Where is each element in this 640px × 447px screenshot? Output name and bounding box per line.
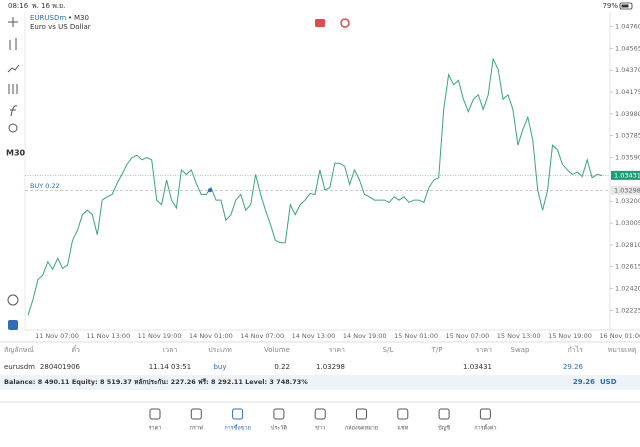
- indicators-tool[interactable]: [7, 64, 20, 73]
- entry-marker: [208, 188, 212, 193]
- nav-label[interactable]: ประวัติ: [271, 425, 287, 432]
- nav-icon[interactable]: [397, 408, 409, 420]
- nav-icon[interactable]: [438, 408, 450, 420]
- time: 08:16: [8, 2, 29, 10]
- column-header[interactable]: Volume: [264, 346, 290, 354]
- objects-tool[interactable]: [8, 123, 18, 133]
- column-header[interactable]: ราคา: [329, 346, 345, 354]
- open-tag: [611, 185, 640, 195]
- y-tick-label: 1.04370: [615, 66, 640, 74]
- x-tick-label: 14 Nov 07:00: [240, 332, 284, 340]
- nav-label[interactable]: ข่าว: [315, 426, 325, 432]
- nav-label[interactable]: บัญชี: [438, 425, 450, 432]
- column-header[interactable]: T/P: [431, 346, 443, 354]
- y-tick-label: 1.02810: [615, 241, 640, 249]
- column-header[interactable]: S/L: [383, 346, 394, 354]
- column-header[interactable]: กำไร: [568, 345, 584, 354]
- timeframe-button[interactable]: M30: [6, 149, 26, 158]
- nav-icon[interactable]: [232, 408, 244, 420]
- column-header[interactable]: สัญลักษณ์: [4, 346, 34, 354]
- nav-label[interactable]: ราคา: [149, 426, 162, 432]
- battery: 79%: [602, 2, 618, 10]
- nav-label[interactable]: แชท: [397, 425, 408, 432]
- cell: eurusdm: [4, 363, 35, 371]
- column-header[interactable]: ราคา: [476, 346, 492, 354]
- x-tick-label: 15 Nov 13:00: [497, 332, 541, 340]
- y-tick-label: 1.02225: [615, 306, 640, 314]
- x-tick-label: 11 Nov 13:00: [86, 332, 130, 340]
- nav-label[interactable]: กล่องจดหมาย: [345, 426, 378, 432]
- y-tick-label: 1.04760: [615, 23, 640, 31]
- app-icon[interactable]: [8, 320, 18, 330]
- nav-icon[interactable]: [149, 408, 161, 420]
- y-tick-label: 1.02420: [615, 285, 640, 293]
- buy-label: BUY 0.22: [30, 182, 60, 190]
- summary: Balance: 8 490.11 Equity: 8 519.37 หลักป…: [4, 378, 308, 386]
- nav-icon[interactable]: [356, 408, 367, 420]
- cell: 280401906: [40, 363, 81, 371]
- cell: 1.03298: [316, 363, 345, 371]
- summary-bg: [0, 375, 640, 390]
- x-tick-label: 16 Nov 01:00: [599, 332, 640, 340]
- x-tick-label: 15 Nov 19:00: [548, 332, 592, 340]
- column-header[interactable]: ประเภท: [208, 346, 232, 354]
- y-tick-label: 1.03590: [615, 154, 640, 162]
- nav-icon[interactable]: [479, 408, 491, 420]
- cell: 11.14 03:51: [149, 363, 191, 371]
- sell-button[interactable]: [315, 19, 325, 27]
- toolbar[interactable]: [7, 17, 20, 306]
- y-tick-label: 1.03005: [615, 219, 640, 227]
- total-profit: 29.26: [573, 378, 595, 386]
- x-tick-label: 14 Nov 19:00: [343, 332, 387, 340]
- x-tick-label: 14 Nov 01:00: [189, 332, 233, 340]
- nav-label[interactable]: การตั้งค่า: [474, 424, 496, 432]
- nav-icon[interactable]: [190, 408, 202, 420]
- cell: 0.22: [274, 363, 290, 371]
- bid-tag-label: 1.03431: [614, 171, 640, 179]
- battery-icon: [619, 2, 633, 10]
- cell: 29.26: [563, 363, 584, 371]
- currency: USD: [600, 378, 617, 386]
- date: พ. 16 พ.ย.: [32, 2, 65, 10]
- settings-tool[interactable]: [8, 84, 18, 94]
- function-tool[interactable]: [10, 105, 18, 117]
- nav-label[interactable]: การซื้อขาย: [224, 424, 250, 432]
- symbol: EURUSDm: [30, 14, 66, 22]
- nav-icon[interactable]: [273, 408, 285, 420]
- column-header[interactable]: เวลา: [163, 346, 178, 354]
- crosshair-tool[interactable]: [8, 17, 18, 27]
- x-tick-label: 11 Nov 19:00: [138, 332, 182, 340]
- x-tick-label: 15 Nov 01:00: [394, 332, 438, 340]
- nav-icon[interactable]: [314, 408, 326, 420]
- column-header[interactable]: หมายเหตุ: [608, 346, 637, 354]
- nav-label[interactable]: กราฟ: [190, 425, 203, 432]
- price-line: [27, 57, 603, 316]
- column-header[interactable]: Swap: [511, 346, 530, 354]
- cell: buy: [213, 363, 226, 371]
- y-tick-label: 1.03200: [615, 197, 640, 205]
- symbol-sep: •: [68, 14, 72, 22]
- y-tick-label: 1.02615: [615, 263, 640, 271]
- column-header[interactable]: ตั๋ว: [72, 345, 81, 354]
- chart-timeframe: M30: [74, 14, 89, 22]
- y-tick-label: 1.04565: [615, 44, 640, 52]
- x-tick-label: 15 Nov 07:00: [445, 332, 489, 340]
- x-tick-label: 14 Nov 13:00: [292, 332, 336, 340]
- symbol-description: Euro vs US Dollar: [30, 23, 91, 31]
- y-tick-label: 1.03980: [615, 110, 640, 118]
- cell: 1.03431: [463, 363, 492, 371]
- buy-button[interactable]: [340, 18, 350, 28]
- open-tag-label: 1.03298: [614, 186, 640, 194]
- bid-tag: [611, 170, 640, 180]
- battery-level: [621, 4, 629, 8]
- x-tick-label: 11 Nov 07:00: [35, 332, 79, 340]
- candles-tool[interactable]: [9, 38, 17, 50]
- y-tick-label: 1.04175: [615, 88, 640, 96]
- zoom-tool[interactable]: [7, 294, 19, 306]
- y-tick-label: 1.03785: [615, 132, 640, 140]
